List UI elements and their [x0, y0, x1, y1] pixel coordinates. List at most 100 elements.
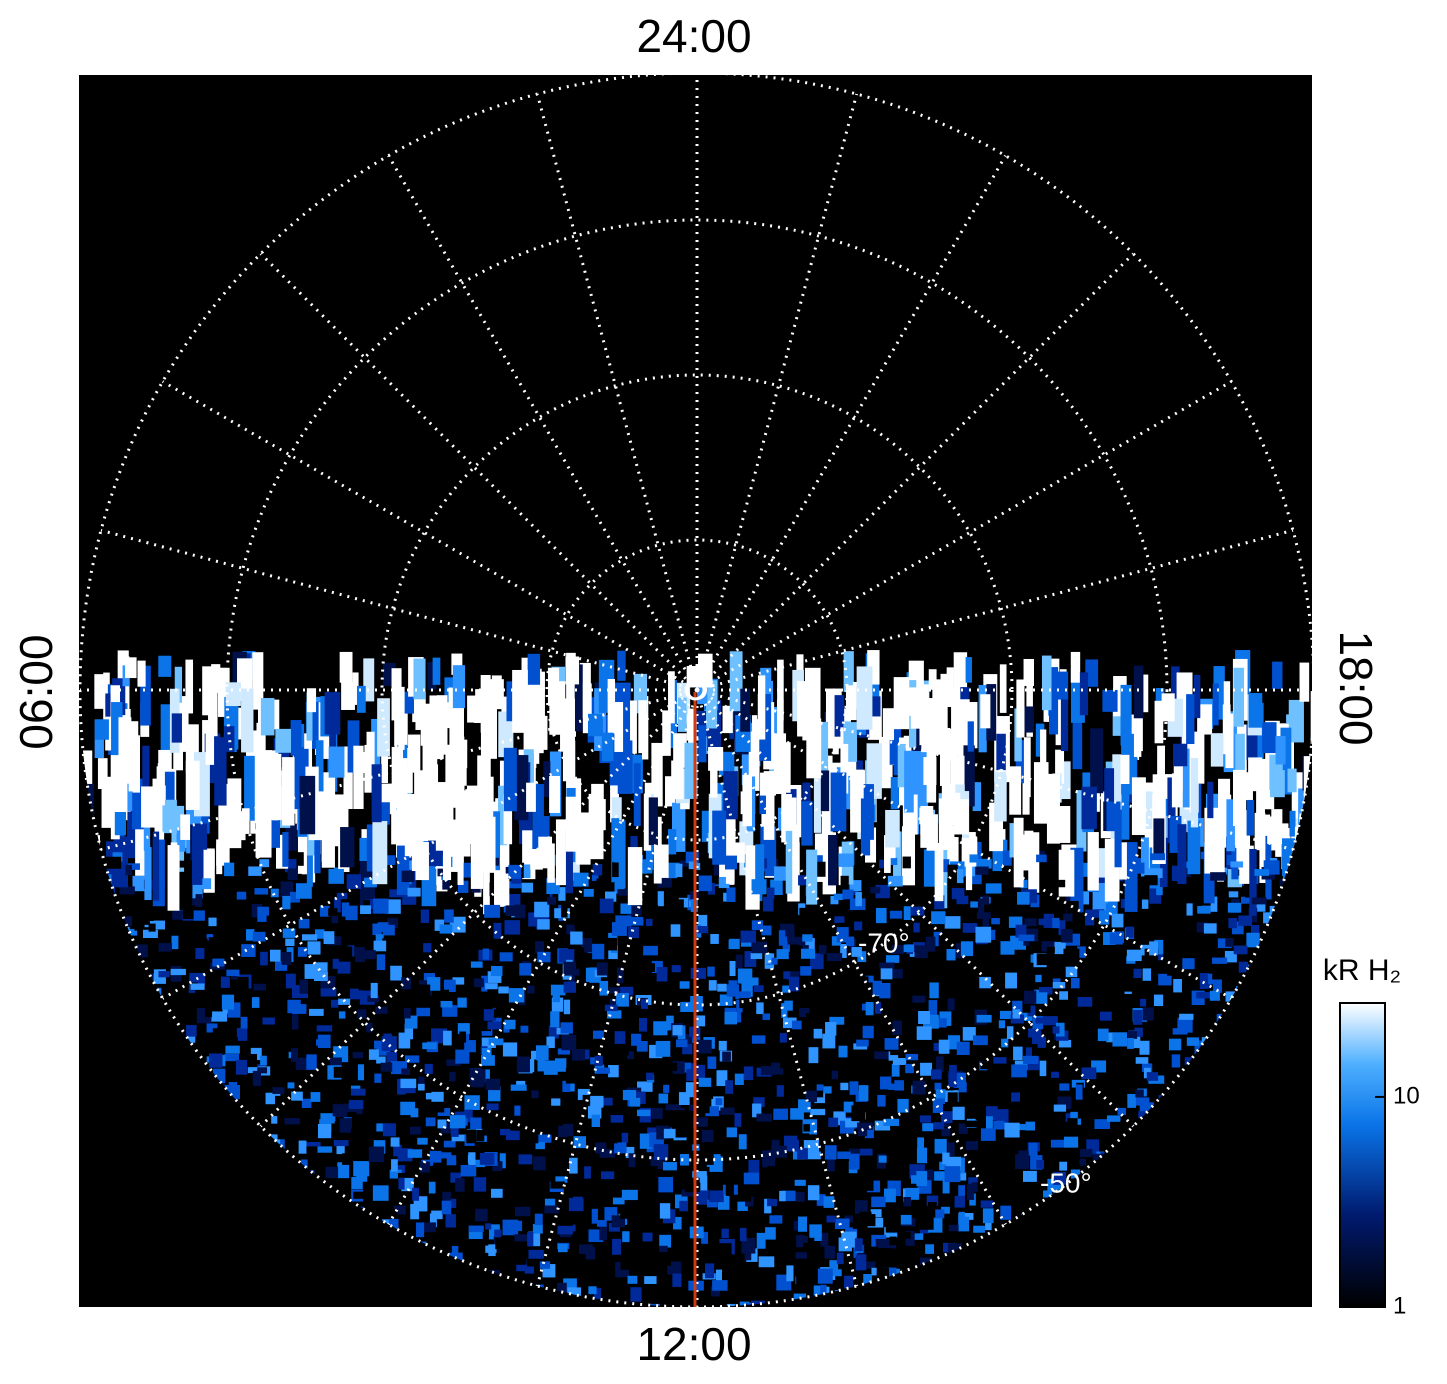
- emission-pixel: [645, 963, 655, 972]
- emission-pixel: [502, 1085, 510, 1101]
- emission-pixel: [659, 1234, 672, 1248]
- emission-pixel: [700, 859, 711, 872]
- emission-pixel: [743, 1172, 760, 1185]
- emission-pixel: [899, 967, 909, 983]
- emission-pixel: [900, 1214, 912, 1225]
- emission-pixel: [833, 893, 844, 901]
- emission-pixel: [281, 1013, 292, 1029]
- emission-pixel: [473, 978, 484, 988]
- emission-pixel: [1126, 949, 1142, 962]
- emission-pixel: [1196, 922, 1208, 933]
- emission-pixel: [838, 853, 854, 867]
- emission-pixel: [787, 928, 795, 942]
- emission-pixel: [450, 1172, 462, 1183]
- emission-pixel: [287, 1082, 295, 1089]
- emission-pixel: [1211, 845, 1225, 874]
- emission-pixel: [854, 1200, 868, 1215]
- emission-pixel: [825, 1022, 837, 1036]
- emission-pixel: [1006, 1026, 1014, 1039]
- emission-pixel: [461, 862, 474, 878]
- emission-pixel: [1233, 945, 1248, 955]
- emission-pixel: [512, 669, 528, 733]
- latitude-circle: [225, 218, 1169, 1162]
- emission-pixel: [491, 675, 502, 710]
- emission-pixel: [1156, 885, 1163, 896]
- emission-pixel: [645, 915, 653, 926]
- emission-pixel: [1259, 840, 1268, 883]
- emission-pixel: [596, 1067, 610, 1074]
- emission-pixel: [547, 896, 557, 905]
- emission-pixel: [120, 916, 133, 926]
- emission-pixel: [1226, 836, 1234, 870]
- emission-pixel: [450, 1222, 460, 1238]
- emission-pixel: [1133, 968, 1142, 979]
- emission-pixel: [1090, 728, 1104, 794]
- emission-pixel: [945, 970, 960, 983]
- emission-pixel: [235, 1059, 248, 1075]
- emission-pixel: [843, 1101, 854, 1113]
- emission-pixel: [1056, 1022, 1065, 1037]
- emission-pixel: [485, 1078, 501, 1091]
- emission-pixel: [740, 688, 751, 732]
- emission-pixel: [235, 811, 246, 841]
- emission-pixel: [686, 1063, 696, 1072]
- emission-pixel: [195, 948, 205, 960]
- emission-pixel: [1133, 1010, 1143, 1025]
- emission-pixel: [609, 726, 621, 786]
- emission-pixel: [528, 1025, 537, 1037]
- emission-pixel: [947, 864, 958, 880]
- emission-pixel: [496, 845, 506, 878]
- emission-pixel: [1248, 757, 1263, 792]
- emission-pixel: [1241, 896, 1252, 904]
- emission-pixel: [487, 1111, 496, 1122]
- emission-pixel: [905, 1187, 920, 1200]
- emission-pixel: [629, 916, 644, 926]
- emission-pixel: [1288, 699, 1304, 743]
- emission-pixel: [1075, 1084, 1083, 1100]
- emission-pixel: [966, 1141, 979, 1151]
- emission-pixel: [907, 1233, 924, 1240]
- emission-pixel: [1235, 733, 1245, 803]
- emission-pixel: [1134, 1027, 1143, 1037]
- emission-pixel: [126, 863, 140, 870]
- emission-pixel: [701, 1231, 708, 1244]
- emission-pixel: [1040, 729, 1047, 774]
- emission-pixel: [1144, 811, 1154, 878]
- emission-pixel: [178, 696, 189, 752]
- emission-pixel: [504, 920, 521, 935]
- emission-pixel: [476, 1129, 485, 1142]
- emission-pixel: [190, 983, 205, 990]
- emission-pixel: [350, 988, 365, 1000]
- emission-pixel: [485, 1223, 492, 1230]
- emission-pixel: [735, 954, 743, 969]
- emission-pixel: [214, 879, 226, 890]
- emission-pixel: [205, 1002, 213, 1018]
- emission-pixel: [735, 991, 751, 1000]
- emission-pixel: [679, 1276, 687, 1288]
- emission-pixel: [681, 1189, 694, 1197]
- emission-pixel: [481, 816, 496, 873]
- emission-pixel: [383, 975, 395, 991]
- emission-pixel: [844, 1275, 854, 1289]
- emission-pixel: [1056, 671, 1069, 700]
- emission-pixel: [1152, 774, 1163, 803]
- emission-pixel: [560, 1022, 573, 1034]
- emission-pixel: [726, 1303, 736, 1307]
- emission-pixel: [306, 692, 313, 741]
- emission-pixel: [1171, 666, 1180, 725]
- emission-pixel: [518, 916, 527, 933]
- emission-pixel: [371, 1019, 382, 1028]
- emission-pixel: [805, 1090, 817, 1102]
- emission-pixel: [596, 878, 609, 890]
- emission-pixel: [785, 830, 793, 894]
- colorbar-title: kR H₂: [1323, 954, 1401, 987]
- emission-pixel: [1050, 1139, 1066, 1148]
- emission-pixel: [998, 1020, 1006, 1029]
- emission-pixel: [999, 664, 1007, 713]
- emission-pixel: [614, 1031, 626, 1046]
- emission-pixel: [699, 1098, 710, 1114]
- emission-pixel: [450, 1127, 459, 1137]
- emission-pixel: [440, 1000, 453, 1008]
- emission-pixel: [528, 912, 537, 927]
- emission-pixel: [750, 977, 759, 986]
